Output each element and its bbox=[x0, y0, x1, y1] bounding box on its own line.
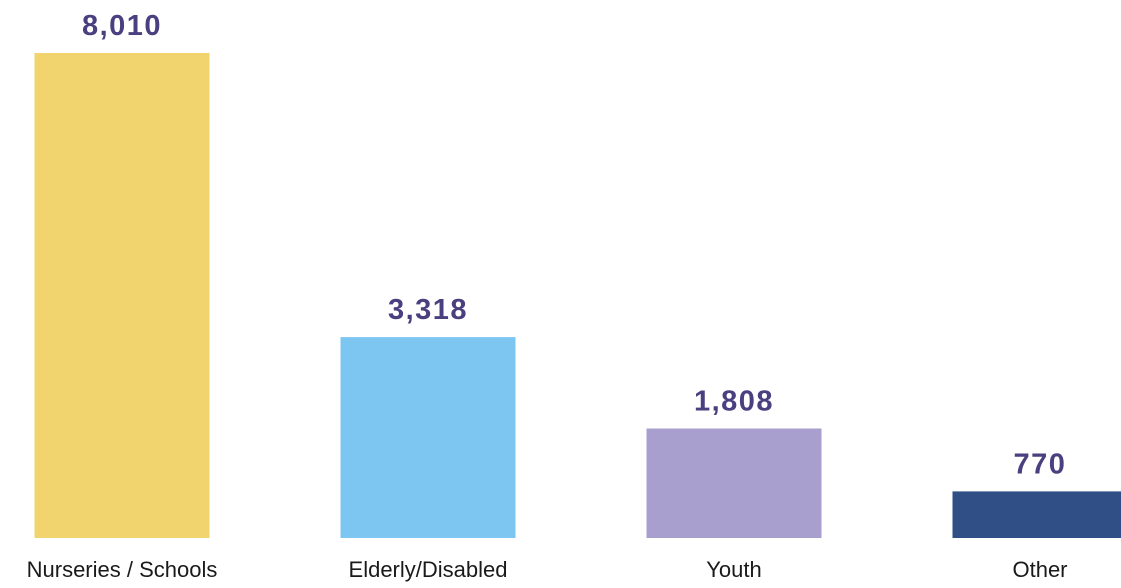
category-labels-group: Nurseries / Schools Elderly/Disabled Youth… bbox=[27, 557, 1068, 582]
category-label-2: Youth bbox=[706, 557, 761, 582]
value-label-2: 1,808 bbox=[694, 386, 774, 418]
value-label-0: 8,010 bbox=[82, 10, 162, 42]
bar-3 bbox=[952, 491, 1121, 538]
category-label-0: Nurseries / Schools bbox=[27, 557, 218, 582]
value-label-1: 3,318 bbox=[388, 294, 468, 326]
value-label-3: 770 bbox=[1014, 448, 1067, 480]
category-label-3: Other bbox=[1012, 557, 1067, 582]
category-label-1: Elderly/Disabled bbox=[349, 557, 508, 582]
bar-1 bbox=[340, 337, 516, 538]
bar-2 bbox=[646, 428, 822, 538]
value-labels-group: 8,010 3,318 1,808 770 bbox=[82, 10, 1067, 480]
bar-0 bbox=[34, 53, 210, 538]
bars-group bbox=[34, 53, 1121, 538]
